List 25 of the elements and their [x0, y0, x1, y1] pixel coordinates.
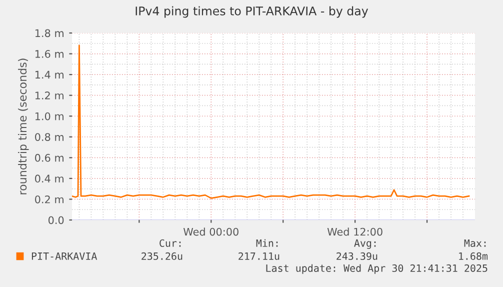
y-tick-label: 0.4 m — [35, 174, 64, 183]
line-series — [72, 44, 470, 199]
text: Max: — [464, 239, 486, 247]
y-tick-label: 1.2 m — [35, 92, 64, 100]
y-tick-label: 1.8 m — [35, 29, 64, 38]
text: 1.68m — [459, 252, 488, 260]
text: 235.26u — [142, 252, 182, 260]
y-axis-title: roundtrip time (seconds) — [18, 58, 29, 194]
y-tick-label: 0.0 — [48, 216, 64, 224]
chart-title: IPv4 ping times to PIT-ARKAVIA - by day — [136, 6, 368, 18]
text: Min: — [256, 239, 278, 247]
legend-label: PIT-ARKAVIA — [32, 252, 98, 260]
y-tick-label: 1.4 m — [35, 70, 64, 79]
text: Avg: — [354, 239, 376, 249]
text: Last update: Wed Apr 30 21:41:31 2025 — [266, 264, 488, 274]
x-tick-label: Wed 12:00 — [327, 228, 382, 236]
x-tick-label: Wed 00:00 — [183, 228, 238, 236]
y-tick-label: 0.8 m — [35, 133, 64, 141]
text: 217.11u — [238, 252, 280, 260]
y-tick-label: 0.6 m — [35, 154, 64, 162]
y-tick-label: 1.0 m — [35, 112, 64, 120]
y-tick-label: 0.2 m — [35, 195, 64, 204]
text: 243.39u — [336, 252, 378, 260]
text: Cur: — [160, 239, 181, 247]
y-tick-label: 1.6 m — [35, 50, 64, 58]
